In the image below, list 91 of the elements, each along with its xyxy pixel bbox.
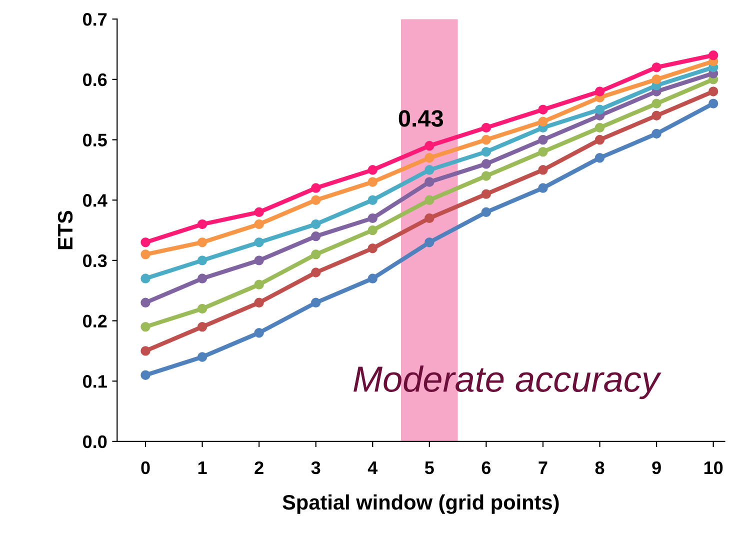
point bbox=[254, 256, 264, 266]
point bbox=[594, 152, 605, 163]
point bbox=[538, 183, 548, 193]
point bbox=[708, 50, 718, 60]
point bbox=[708, 86, 718, 96]
x-tick-label: 5 bbox=[424, 462, 434, 474]
point bbox=[140, 370, 150, 380]
x-tick-label: 1 bbox=[198, 462, 207, 474]
point bbox=[538, 134, 548, 145]
x-tick-label: 10 bbox=[704, 461, 723, 474]
point bbox=[481, 189, 492, 199]
point bbox=[140, 250, 150, 260]
y-axis-title: ETS bbox=[58, 210, 73, 250]
point bbox=[310, 250, 321, 260]
point bbox=[254, 280, 264, 290]
point bbox=[197, 304, 208, 314]
point bbox=[140, 346, 150, 356]
point bbox=[538, 116, 548, 127]
point bbox=[424, 165, 434, 175]
x-tick-label: 0 bbox=[141, 461, 150, 474]
point bbox=[481, 171, 492, 181]
point bbox=[594, 134, 605, 145]
point bbox=[424, 195, 434, 205]
y-tick-label: 0.5 bbox=[83, 134, 107, 146]
point bbox=[424, 213, 434, 224]
x-tick-label: 8 bbox=[595, 461, 604, 474]
point bbox=[197, 352, 208, 362]
annotation: Moderate accuracy bbox=[354, 365, 662, 400]
y-tick-label: 0.7 bbox=[83, 13, 107, 26]
point bbox=[481, 159, 492, 169]
point bbox=[424, 152, 434, 163]
point bbox=[310, 219, 321, 230]
point bbox=[368, 177, 378, 187]
x-tick-label: 6 bbox=[482, 461, 491, 474]
point bbox=[368, 225, 378, 236]
point bbox=[254, 237, 264, 248]
point bbox=[652, 62, 662, 72]
y-tick-label: 0.3 bbox=[83, 254, 107, 268]
point bbox=[140, 322, 150, 332]
point bbox=[140, 274, 150, 284]
point bbox=[254, 219, 264, 230]
point bbox=[594, 104, 605, 114]
point bbox=[310, 231, 321, 242]
point bbox=[708, 98, 718, 108]
point bbox=[368, 195, 378, 205]
point bbox=[424, 177, 434, 187]
point bbox=[368, 244, 378, 254]
point bbox=[197, 322, 208, 332]
point bbox=[197, 237, 208, 248]
point bbox=[254, 207, 264, 218]
point bbox=[652, 98, 662, 108]
point bbox=[197, 274, 208, 284]
y-tick-label: 0.2 bbox=[83, 314, 107, 328]
y-tick-label: 0.4 bbox=[83, 194, 108, 207]
x-tick-label: 7 bbox=[538, 462, 548, 474]
point bbox=[481, 207, 492, 218]
point bbox=[368, 274, 378, 284]
point bbox=[481, 146, 492, 157]
point bbox=[538, 104, 548, 114]
point bbox=[197, 256, 208, 266]
point bbox=[310, 183, 321, 193]
point bbox=[538, 165, 548, 175]
point bbox=[594, 122, 605, 133]
point bbox=[424, 140, 434, 151]
point bbox=[368, 165, 378, 175]
point bbox=[140, 298, 150, 308]
point bbox=[481, 134, 492, 145]
point bbox=[310, 268, 321, 278]
point bbox=[424, 237, 434, 248]
point bbox=[652, 128, 662, 139]
point bbox=[652, 110, 662, 120]
y-tick-label: 0.1 bbox=[83, 375, 107, 388]
y-tick-label: 0.0 bbox=[83, 435, 107, 448]
y-tick-label: 0.6 bbox=[83, 73, 107, 86]
x-tick-label: 4 bbox=[368, 462, 378, 474]
point bbox=[254, 328, 264, 338]
point bbox=[310, 195, 321, 205]
point bbox=[538, 146, 548, 157]
x-tick-label: 9 bbox=[652, 461, 661, 474]
point bbox=[368, 213, 378, 224]
x-tick-label: 2 bbox=[254, 461, 264, 474]
point bbox=[197, 219, 208, 230]
point bbox=[594, 86, 605, 96]
point bbox=[652, 74, 662, 84]
annotation: 0.43 bbox=[398, 110, 444, 127]
point bbox=[140, 237, 150, 248]
x-tick-label: 3 bbox=[311, 461, 320, 474]
point bbox=[481, 122, 492, 133]
x-axis-title: Spatial window (grid points) bbox=[282, 494, 559, 514]
point bbox=[310, 298, 321, 308]
point bbox=[254, 298, 264, 308]
